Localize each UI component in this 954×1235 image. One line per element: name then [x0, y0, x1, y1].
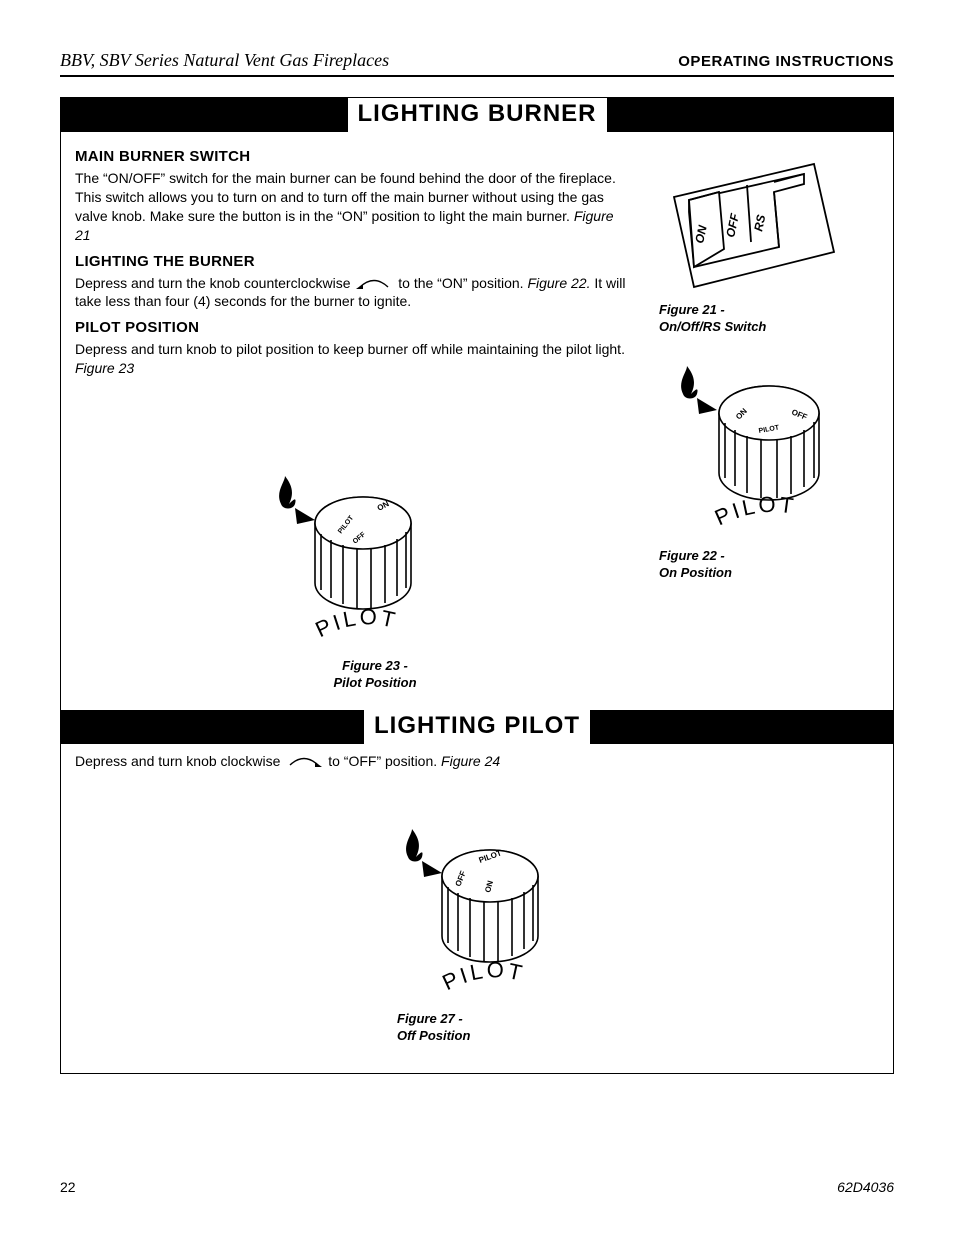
body-text: to the “ON” position. [398, 275, 527, 291]
knob-big-label: PILOT [711, 491, 798, 530]
pilot-position-heading: PILOT POSITION [75, 319, 629, 336]
rocker-switch-icon: ON OFF RS [659, 152, 849, 302]
lighting-pilot-banner: LIGHTING PILOT [61, 710, 893, 744]
body-text: Depress and turn knob to pilot position … [75, 341, 625, 357]
figure-ref: Figure 23 [75, 360, 134, 376]
knob-off-icon: PILOT OFF ON PILOT [372, 821, 582, 1011]
lighting-burner-title: LIGHTING BURNER [348, 98, 607, 132]
doc-number: 62D4036 [837, 1179, 894, 1195]
knob-big-label: PILOT [438, 957, 527, 995]
figure-27-caption: Figure 27 - Off Position [397, 1011, 597, 1045]
lighting-burner-text: Depress and turn the knob counterclockwi… [75, 274, 629, 312]
lighting-burner-box: LIGHTING BURNER MAIN BURNER SWITCH The “… [60, 97, 894, 1074]
lighting-burner-heading: LIGHTING THE BURNER [75, 253, 629, 270]
knob-on-icon: ON OFF PILOT PILOT [659, 358, 859, 548]
cw-arrow-icon [284, 755, 324, 769]
body-text: Depress and turn the knob counterclockwi… [75, 275, 354, 291]
caption-line: Pilot Position [333, 675, 416, 690]
lighting-burner-banner: LIGHTING BURNER [61, 98, 893, 132]
figure-21-caption: Figure 21 - On/Off/RS Switch [659, 302, 879, 336]
lighting-pilot-text: Depress and turn knob clockwise to “OFF”… [75, 752, 879, 771]
caption-line: Figure 21 - [659, 302, 725, 317]
lighting-pilot-title: LIGHTING PILOT [364, 710, 590, 744]
body-text: to “OFF” position. [328, 753, 441, 769]
main-burner-switch-heading: MAIN BURNER SWITCH [75, 148, 629, 165]
figure-ref: Figure 22. [527, 275, 590, 291]
caption-line: On/Off/RS Switch [659, 319, 766, 334]
pilot-position-text: Depress and turn knob to pilot position … [75, 340, 629, 378]
page-header: BBV, SBV Series Natural Vent Gas Firepla… [60, 50, 894, 77]
figure-22-caption: Figure 22 - On Position [659, 548, 879, 582]
figure-22: ON OFF PILOT PILOT Figure 22 - On Positi… [659, 358, 879, 582]
figure-27: PILOT OFF ON PILOT Figure 27 - Off Posit… [357, 821, 597, 1045]
lighting-burner-body: MAIN BURNER SWITCH The “ON/OFF” switch f… [61, 132, 893, 710]
figure-23: ON PILOT OFF PILOT Figure 23 - Pilot Pos… [245, 468, 505, 692]
knob-big-label: PILOT [311, 604, 400, 642]
body-text: Depress and turn knob clockwise [75, 753, 284, 769]
lighting-pilot-body: Depress and turn knob clockwise to “OFF”… [61, 744, 893, 1073]
body-text: The “ON/OFF” switch for the main burner … [75, 170, 616, 224]
header-right: OPERATING INSTRUCTIONS [678, 53, 894, 70]
figure-21: ON OFF RS Figure 21 - On/Off/RS Switch [659, 152, 879, 336]
figure-23-caption: Figure 23 - Pilot Position [245, 658, 505, 692]
page-footer: 22 62D4036 [60, 1179, 894, 1195]
knob-pilot-icon: ON PILOT OFF PILOT [245, 468, 455, 658]
header-left: BBV, SBV Series Natural Vent Gas Firepla… [60, 50, 389, 71]
main-burner-switch-text: The “ON/OFF” switch for the main burner … [75, 169, 629, 245]
ccw-arrow-icon [354, 277, 394, 291]
caption-line: Figure 22 - [659, 548, 725, 563]
page-number: 22 [60, 1179, 76, 1195]
caption-line: Figure 23 - [342, 658, 408, 673]
figure-ref: Figure 24 [441, 753, 500, 769]
caption-line: Off Position [397, 1028, 470, 1043]
caption-line: On Position [659, 565, 732, 580]
caption-line: Figure 27 - [397, 1011, 463, 1026]
